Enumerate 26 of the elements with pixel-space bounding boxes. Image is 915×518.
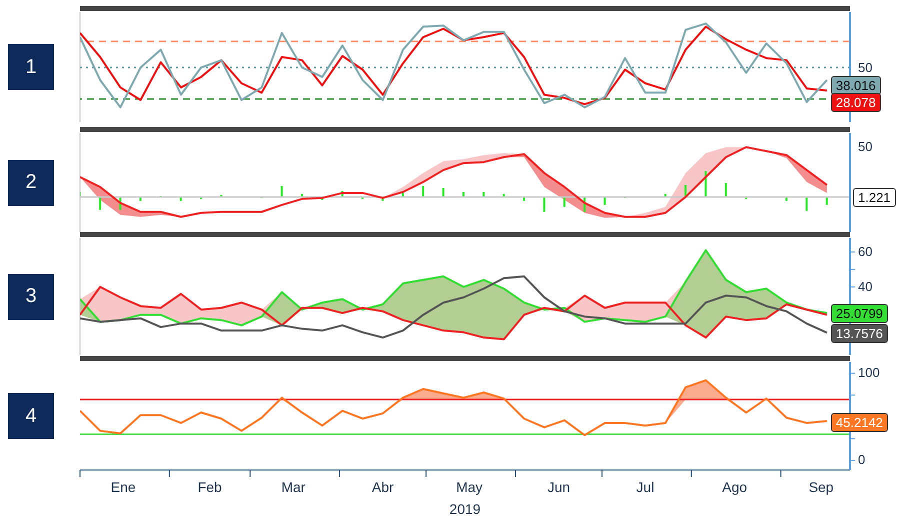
x-tick-label: May: [456, 479, 483, 495]
text: 1.221: [853, 188, 896, 208]
x-tick-label: Jun: [547, 479, 570, 495]
text: 2: [8, 160, 54, 206]
y-tick-label: 100: [858, 365, 880, 382]
x-tick-label: Ene: [110, 479, 136, 495]
ref-line-label: 50: [858, 60, 872, 76]
x-tick-label: Jul: [636, 479, 654, 495]
y-tick-label: 0: [858, 452, 866, 468]
y-tick-label: 60: [858, 244, 872, 260]
x-axis-title: 2019: [449, 501, 481, 517]
data-label: 28.078: [830, 92, 881, 112]
x-tick-label: Ago: [722, 479, 748, 495]
text: 4: [8, 393, 54, 439]
text: 3: [8, 274, 54, 320]
y-tick-label: 40: [858, 278, 872, 295]
text: 50: [858, 139, 872, 156]
x-tick-label: Mar: [281, 479, 306, 495]
x-tick-label: Feb: [198, 479, 222, 495]
text: 1: [8, 44, 54, 90]
data-label: 38.016: [830, 76, 881, 95]
data-label: 13.7576: [830, 324, 888, 344]
data-label: 25.0799: [830, 304, 888, 324]
x-tick-label: Abr: [372, 479, 394, 495]
x-tick-label: Sep: [808, 479, 834, 495]
data-label: 45.2142: [830, 412, 888, 432]
